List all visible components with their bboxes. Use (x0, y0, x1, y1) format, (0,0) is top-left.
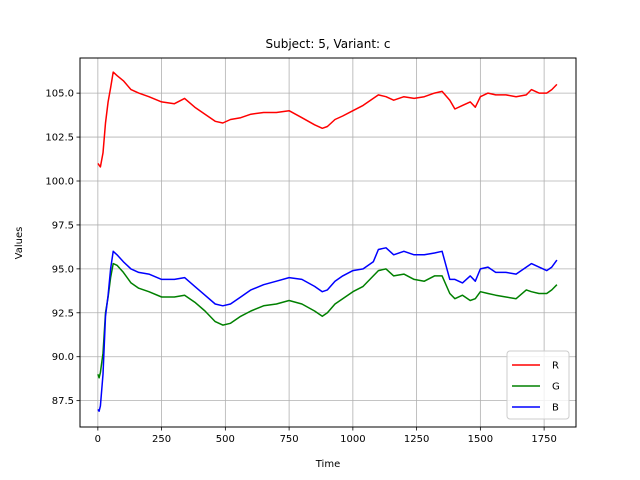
x-tick-label: 1500 (468, 434, 493, 445)
y-tick-label: 90.0 (52, 352, 74, 363)
legend-label-b: B (552, 403, 559, 414)
y-tick-label: 105.0 (45, 89, 74, 100)
y-tick-label: 97.5 (52, 220, 74, 231)
x-axis-title: Time (315, 459, 340, 470)
y-tick-label: 87.5 (52, 396, 74, 407)
series-line-b (97, 247, 558, 412)
y-tick-label: 92.5 (52, 308, 74, 319)
y-tick-label: 100.0 (45, 177, 74, 188)
x-tick-label: 1750 (531, 434, 556, 445)
y-tick-label: 95.0 (52, 264, 74, 275)
legend: RGB (506, 350, 570, 420)
x-tick-label: 1000 (340, 434, 365, 445)
axis-ticks: 0 250 500 750 1000 1250 1500 1750 87.5 90.0 92.5 95… (45, 89, 556, 445)
series-lines (97, 71, 558, 412)
legend-label-g: G (552, 382, 560, 393)
y-tick-label: 102.5 (45, 133, 74, 144)
legend-box (506, 350, 570, 420)
x-tick-label: 750 (280, 434, 299, 445)
x-tick-label: 1250 (404, 434, 429, 445)
series-line-r (97, 71, 558, 168)
x-tick-label: 500 (216, 434, 235, 445)
series-line-g (97, 262, 558, 379)
x-tick-label: 250 (152, 434, 171, 445)
x-tick-label: 0 (95, 434, 101, 445)
plot-area-frame (79, 57, 577, 428)
y-axis-title: Values (14, 227, 25, 260)
legend-label-r: R (552, 361, 559, 372)
chart-title: Subject: 5, Variant: c (266, 37, 391, 51)
